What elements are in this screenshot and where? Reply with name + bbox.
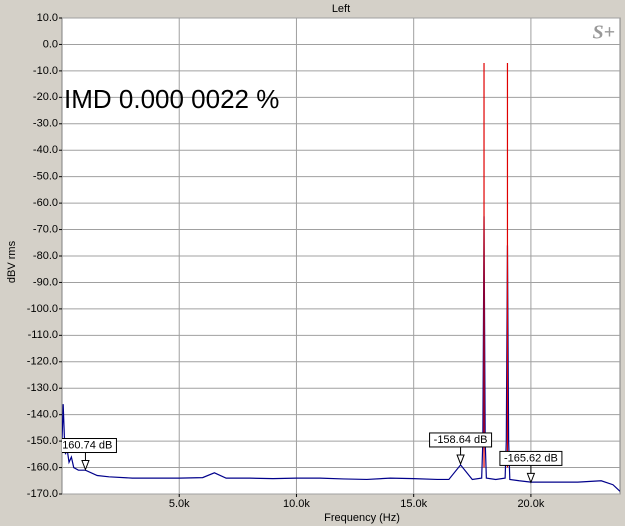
x-tick-label: 20.0k (517, 498, 544, 510)
x-axis-title: Frequency (Hz) (324, 512, 400, 524)
spectrum-trace (483, 62, 509, 468)
chart-title: Left (332, 3, 350, 15)
marker-box (499, 450, 563, 466)
y-tick-label: -120.0 (27, 356, 58, 368)
grid: 10.0 0.0 -10.0 -20.0 -30.0 -40.0 -50.0 -60.0 -70… (27, 12, 620, 510)
y-tick-label: -140.0 (27, 409, 58, 421)
y-tick-label: -150.0 (27, 435, 58, 447)
imd-annotation: IMD 0.000 0022 % (64, 84, 279, 114)
y-tick-label: -110.0 (28, 329, 58, 341)
marker-label: -160.74 dB (59, 438, 117, 461)
y-tick-label: -40.0 (33, 144, 58, 156)
x-tick-label: 15.0k (400, 498, 427, 510)
y-tick-label: 0.0 (43, 38, 58, 50)
markers: -160.74 dB -158.64 dB -165.62 dB (59, 432, 563, 484)
x-tick-label: 5.0k (169, 498, 190, 510)
y-tick-label: -170.0 (27, 488, 58, 500)
y-tick-label: -160.0 (27, 461, 58, 473)
y-tick-label: -100.0 (27, 303, 58, 315)
y-tick-label: -70.0 (33, 223, 58, 235)
y-tick-label: -60.0 (33, 197, 58, 209)
y-tick-label: -10.0 (33, 65, 58, 77)
marker-text: -160.74 dB (59, 439, 113, 451)
logo: S+ (592, 22, 615, 44)
traces (62, 62, 620, 492)
y-tick-label: 10.0 (37, 12, 58, 24)
y-tick-label: -30.0 (33, 118, 58, 130)
x-tick-label: 10.0k (283, 498, 310, 510)
marker-box (62, 438, 117, 454)
y-tick-label: -20.0 (33, 91, 58, 103)
y-tick-label: -90.0 (33, 276, 58, 288)
marker-box (429, 432, 493, 448)
marker-text: -165.62 dB (504, 452, 558, 464)
y-axis-title: dBV rms (6, 240, 18, 283)
marker-text: -158.64 dB (434, 434, 488, 446)
y-tick-label: -80.0 (33, 250, 58, 262)
y-tick-label: -130.0 (27, 382, 58, 394)
marker-label: -158.64 dB (429, 432, 493, 455)
marker-label: -165.62 dB (499, 450, 563, 474)
y-tick-label: -50.0 (33, 171, 58, 183)
spectrum-trace (62, 216, 620, 492)
